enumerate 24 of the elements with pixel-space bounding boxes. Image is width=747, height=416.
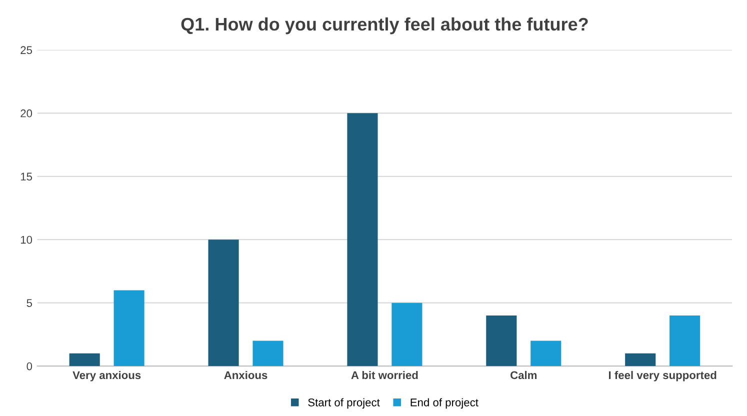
y-tick-label: 25 xyxy=(20,46,32,54)
bar xyxy=(625,353,656,366)
bar xyxy=(670,315,700,366)
bar xyxy=(208,240,239,366)
legend-label: Start of project xyxy=(308,398,380,409)
y-tick-label: 15 xyxy=(20,172,32,181)
x-tick-label: Very anxious xyxy=(72,370,141,382)
bar xyxy=(530,340,562,366)
chart-title: Q1. How do you currently feel about the future? xyxy=(181,17,588,34)
y-tick-label: 0 xyxy=(26,362,32,370)
bar xyxy=(69,353,100,366)
bar xyxy=(392,302,422,366)
x-tick-label: A bit worried xyxy=(351,370,418,380)
legend-label: End of project xyxy=(410,398,478,409)
x-tick-label: Anxious xyxy=(224,370,268,380)
y-tick-label: 5 xyxy=(26,299,32,307)
bar xyxy=(486,315,517,366)
bar xyxy=(114,290,144,366)
x-tick-label: I feel very supported xyxy=(609,370,716,382)
y-tick-label: 20 xyxy=(20,109,32,118)
y-tick-label: 10 xyxy=(20,236,32,244)
bar xyxy=(347,113,378,366)
x-tick-label: Calm xyxy=(510,370,537,380)
bar xyxy=(252,340,284,366)
